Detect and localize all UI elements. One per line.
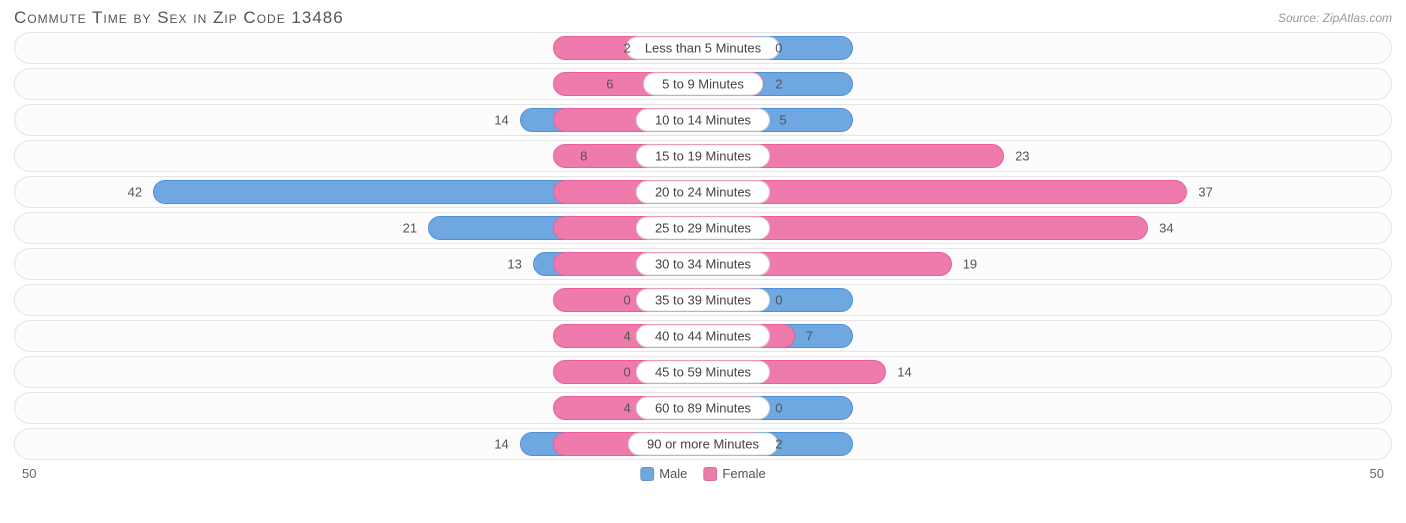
value-female: 23 [1015,149,1029,164]
value-female: 34 [1159,221,1173,236]
row-category-label: 15 to 19 Minutes [636,145,770,168]
row-category-label: 40 to 44 Minutes [636,325,770,348]
value-female: 14 [897,365,911,380]
chart-header: Commute Time by Sex in Zip Code 13486 So… [0,0,1406,32]
bar-female [553,144,1004,168]
value-male: 0 [623,293,630,308]
chart-row: 10 to 14 Minutes 14 5 [14,104,1392,136]
row-category-label: 35 to 39 Minutes [636,289,770,312]
value-female: 5 [779,113,786,128]
chart-row: 45 to 59 Minutes 0 14 [14,356,1392,388]
value-male: 6 [606,77,613,92]
value-male: 21 [403,221,417,236]
value-female: 7 [806,329,813,344]
value-male: 4 [623,401,630,416]
chart-row: 35 to 39 Minutes 0 0 [14,284,1392,316]
value-female: 19 [963,257,977,272]
row-category-label: 5 to 9 Minutes [643,73,763,96]
row-category-label: 20 to 24 Minutes [636,181,770,204]
chart-title: Commute Time by Sex in Zip Code 13486 [14,8,344,28]
chart-row: 5 to 9 Minutes 6 2 [14,68,1392,100]
row-category-label: 25 to 29 Minutes [636,217,770,240]
value-female: 0 [775,41,782,56]
row-category-label: Less than 5 Minutes [626,37,780,60]
row-category-label: 10 to 14 Minutes [636,109,770,132]
legend-item: Female [703,466,765,481]
value-male: 2 [623,41,630,56]
legend: Male Female [640,466,766,481]
value-female: 0 [775,293,782,308]
chart-row: 25 to 29 Minutes 21 34 [14,212,1392,244]
chart-row: 60 to 89 Minutes 4 0 [14,392,1392,424]
value-female: 2 [775,437,782,452]
value-male: 14 [494,437,508,452]
value-female: 37 [1198,185,1212,200]
chart-row: 90 or more Minutes 14 2 [14,428,1392,460]
value-male: 8 [580,149,587,164]
value-female: 0 [775,401,782,416]
row-category-label: 60 to 89 Minutes [636,397,770,420]
chart-row: 30 to 34 Minutes 13 19 [14,248,1392,280]
row-category-label: 45 to 59 Minutes [636,361,770,384]
chart-area: Less than 5 Minutes205 to 9 Minutes6210 … [0,32,1406,460]
value-male: 4 [623,329,630,344]
value-female: 2 [775,77,782,92]
chart-source: Source: ZipAtlas.com [1278,11,1392,25]
value-male: 0 [623,365,630,380]
row-category-label: 30 to 34 Minutes [636,253,770,276]
legend-swatch [703,467,717,481]
legend-swatch [640,467,654,481]
chart-row: 20 to 24 Minutes 42 37 [14,176,1392,208]
axis-max-left: 50 [22,466,36,481]
value-male: 13 [507,257,521,272]
row-category-label: 90 or more Minutes [628,433,778,456]
value-male: 14 [494,113,508,128]
chart-row: Less than 5 Minutes2 0 [14,32,1392,64]
legend-label: Female [722,466,765,481]
legend-item: Male [640,466,687,481]
legend-label: Male [659,466,687,481]
value-male: 42 [128,185,142,200]
chart-row: 15 to 19 Minutes 8 23 [14,140,1392,172]
chart-footer: 50 Male Female 50 [0,464,1406,488]
axis-max-right: 50 [1370,466,1384,481]
chart-row: 40 to 44 Minutes 4 7 [14,320,1392,352]
